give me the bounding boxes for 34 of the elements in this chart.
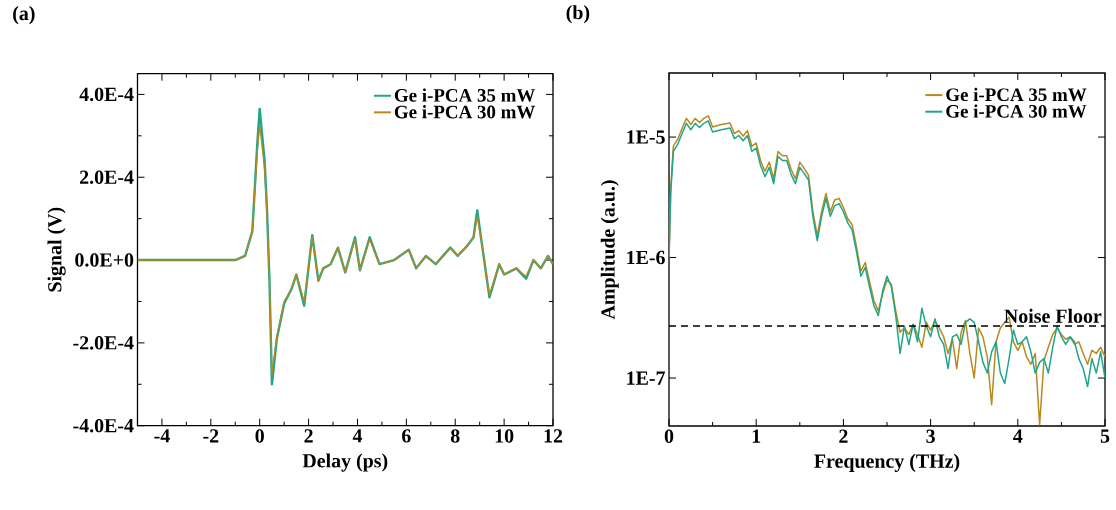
x-tick-label: 2: [839, 429, 848, 443]
legend-label: Ge i-PCA 35 mW: [394, 88, 536, 102]
x-tick-label: 1: [752, 429, 761, 443]
y-axis-title: Amplitude (a.u.): [600, 180, 619, 320]
y-tick-label: -4.0E-4: [73, 418, 134, 433]
ref-line-label: Noise Floor: [1004, 308, 1102, 323]
x-tick-label: 4: [352, 429, 363, 443]
y-tick-label: 0.0E+0: [75, 253, 134, 267]
x-tick-label: 4: [1013, 429, 1023, 443]
x-tick-label: 12: [544, 429, 563, 443]
y-axis-title: Signal (V): [47, 207, 66, 292]
x-axis-title: Frequency (THz): [814, 453, 960, 472]
x-axis-title: Delay (ps): [302, 453, 388, 472]
x-tick-label: 2: [304, 429, 313, 443]
x-tick-label: 5: [1100, 429, 1110, 443]
x-tick-label: 0: [255, 429, 264, 443]
x-tick-label: 6: [402, 429, 411, 443]
y-tick-label: 1E-6: [627, 250, 665, 265]
y-tick-label: -2.0E-4: [73, 336, 134, 350]
x-tick-label: 10: [495, 429, 514, 443]
legend-label: Ge i-PCA 30 mW: [946, 104, 1087, 118]
x-tick-label: -4: [154, 429, 170, 443]
legend-label: Ge i-PCA 35 mW: [946, 87, 1087, 102]
y-tick-label: 1E-7: [627, 371, 665, 385]
y-tick-label: 1E-5: [627, 130, 665, 144]
x-tick-label: 0: [664, 429, 674, 443]
chart-title: (a): [13, 6, 35, 25]
y-tick-label: 4.0E-4: [79, 87, 134, 102]
x-tick-label: -2: [203, 429, 219, 443]
x-tick-label: 3: [926, 429, 935, 443]
y-tick-label: 2.0E-4: [80, 170, 134, 184]
chart-title: (b): [566, 5, 590, 24]
legend-label: Ge i-PCA 30 mW: [394, 105, 536, 119]
x-tick-label: 8: [450, 429, 460, 443]
